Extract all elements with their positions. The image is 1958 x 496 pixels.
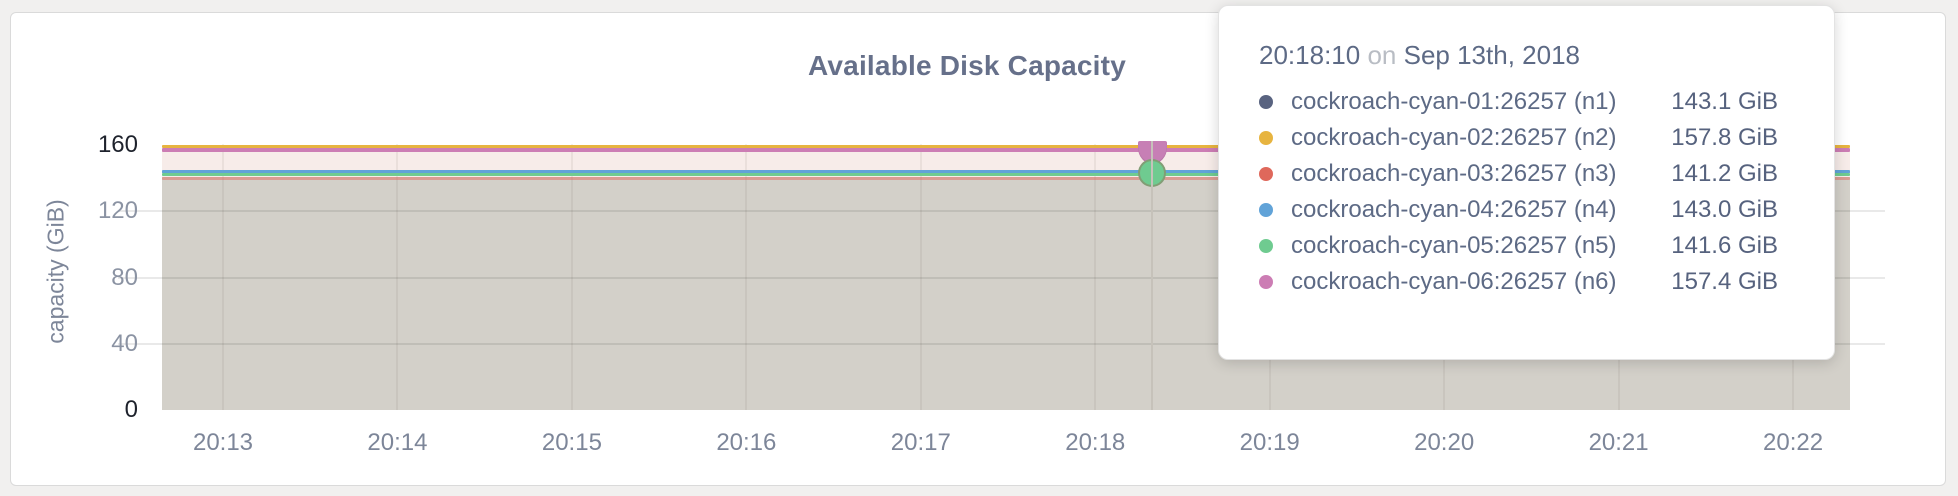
series-color-dot — [1259, 167, 1273, 181]
node-value: 143.1 GiB — [1671, 88, 1778, 115]
node-name: cockroach-cyan-02:26257 (n2) — [1291, 124, 1617, 151]
node-value: 141.6 GiB — [1671, 232, 1778, 259]
tooltip-rows: cockroach-cyan-01:26257 (n1) 143.1 GiB coc… — [1259, 84, 1778, 300]
node-name: cockroach-cyan-06:26257 (n6) — [1291, 268, 1617, 295]
tooltip-time: 20:18:10 — [1259, 40, 1361, 70]
node-name: cockroach-cyan-05:26257 (n5) — [1291, 232, 1617, 259]
series-color-dot — [1259, 203, 1273, 217]
series-color-dot — [1259, 95, 1273, 109]
tooltip-row: cockroach-cyan-01:26257 (n1) 143.1 GiB — [1259, 84, 1778, 120]
node-value: 157.8 GiB — [1671, 124, 1778, 151]
y-axis-title: capacity (GiB) — [42, 199, 69, 344]
node-value: 143.0 GiB — [1671, 196, 1778, 223]
tooltip-row: cockroach-cyan-02:26257 (n2) 157.8 GiB — [1259, 120, 1778, 156]
node-name: cockroach-cyan-01:26257 (n1) — [1291, 88, 1617, 115]
tooltip-conjunction: on — [1367, 40, 1397, 70]
tooltip-row: cockroach-cyan-04:26257 (n4) 143.0 GiB — [1259, 192, 1778, 228]
hover-tooltip: 20:18:10 on Sep 13th, 2018 cockroach-cya… — [1218, 5, 1835, 360]
chart-title: Available Disk Capacity — [808, 50, 1126, 81]
series-color-dot — [1259, 275, 1273, 289]
tooltip-row: cockroach-cyan-05:26257 (n5) 141.6 GiB — [1259, 228, 1778, 264]
node-name: cockroach-cyan-04:26257 (n4) — [1291, 196, 1617, 223]
node-value: 157.4 GiB — [1671, 268, 1778, 295]
tooltip-row: cockroach-cyan-03:26257 (n3) 141.2 GiB — [1259, 156, 1778, 192]
node-name: cockroach-cyan-03:26257 (n3) — [1291, 160, 1617, 187]
node-value: 141.2 GiB — [1671, 160, 1778, 187]
tooltip-header: 20:18:10 on Sep 13th, 2018 — [1259, 40, 1778, 70]
series-color-dot — [1259, 239, 1273, 253]
tooltip-row: cockroach-cyan-06:26257 (n6) 157.4 GiB — [1259, 264, 1778, 300]
tooltip-date: Sep 13th, 2018 — [1403, 40, 1580, 70]
series-color-dot — [1259, 131, 1273, 145]
